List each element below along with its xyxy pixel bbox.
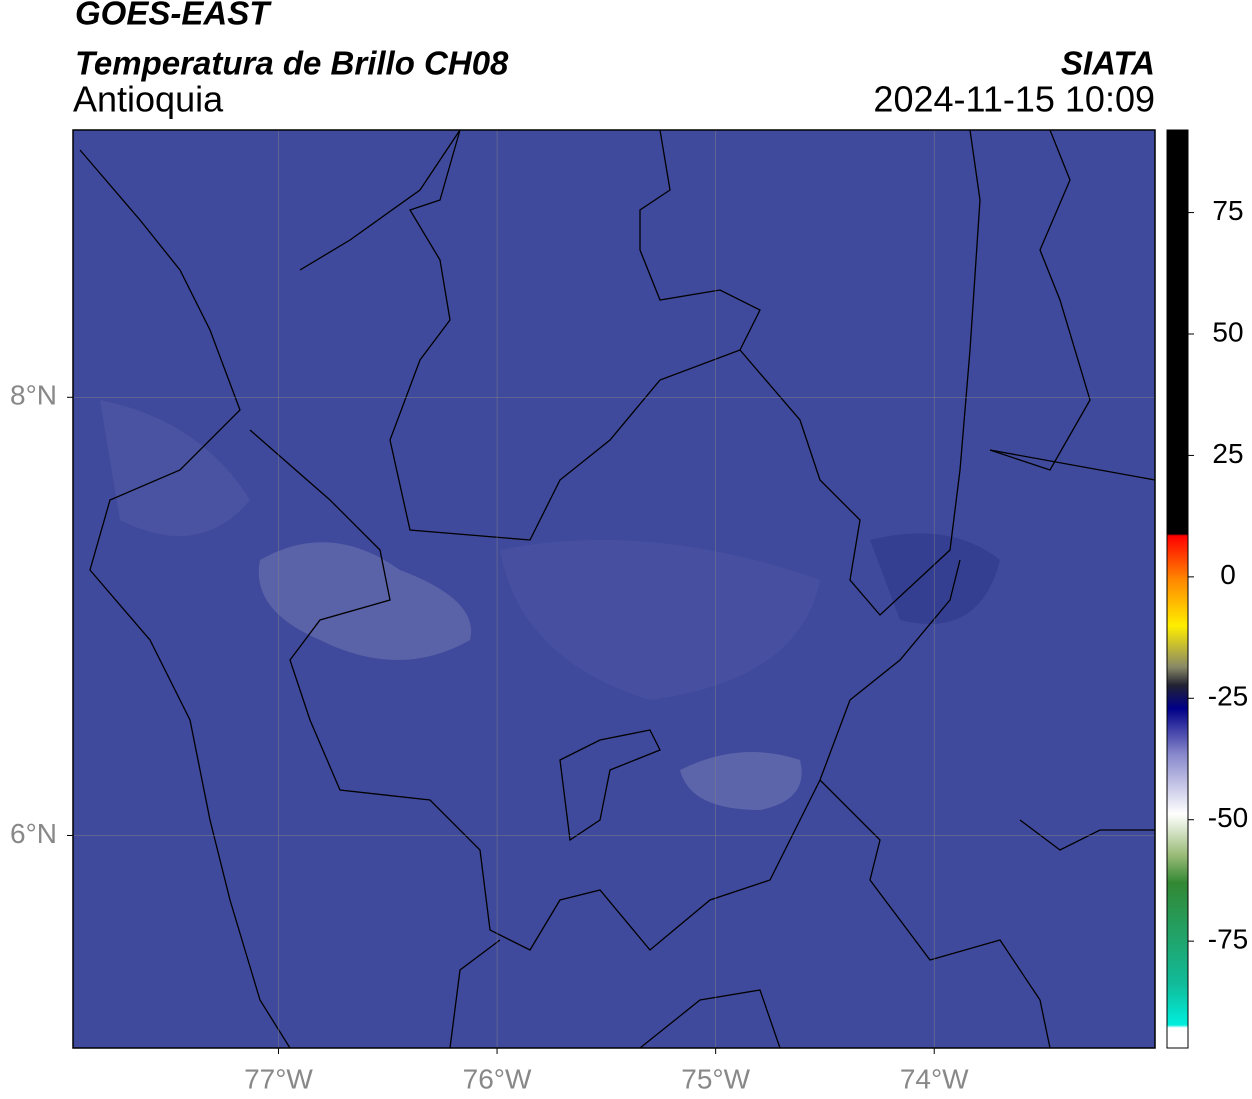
border bbox=[449, 939, 501, 1049]
cloud-patch bbox=[500, 540, 820, 700]
colorbar-tick-label: -75 bbox=[1208, 924, 1248, 955]
border bbox=[819, 779, 1051, 1049]
colorbar-tick-label: 75 bbox=[1212, 195, 1243, 226]
x-tick-label: 75°W bbox=[681, 1063, 750, 1094]
cloud-patch bbox=[870, 533, 1000, 624]
map-image bbox=[73, 129, 1156, 1049]
subtitle: Temperatura de Brillo CH08 bbox=[75, 45, 509, 82]
border bbox=[249, 429, 961, 951]
cloud-patch bbox=[100, 400, 250, 536]
colorbar-tick-label: -50 bbox=[1208, 802, 1248, 833]
coastline bbox=[299, 129, 461, 271]
grid bbox=[73, 130, 1155, 1048]
border bbox=[989, 449, 1156, 481]
y-tick-label: 6°N bbox=[10, 818, 57, 849]
border bbox=[389, 129, 761, 541]
y-tick-label: 8°N bbox=[10, 380, 57, 411]
timestamp: 2024-11-15 10:09 bbox=[873, 79, 1155, 120]
source: SIATA bbox=[1061, 45, 1155, 82]
map-frame bbox=[72, 129, 1156, 1049]
colorbar bbox=[1166, 129, 1189, 1049]
x-tick-label: 77°W bbox=[244, 1063, 313, 1094]
cloud-patch bbox=[680, 752, 802, 810]
title: GOES-EAST bbox=[75, 0, 272, 32]
colorbar-tick-label: 25 bbox=[1212, 438, 1243, 469]
border bbox=[559, 729, 661, 842]
x-tick-label: 76°W bbox=[463, 1063, 532, 1094]
border bbox=[739, 129, 981, 616]
region: Antioquia bbox=[73, 79, 224, 120]
x-tick-label: 74°W bbox=[900, 1063, 969, 1094]
colorbar-tick-label: 50 bbox=[1212, 316, 1243, 347]
border bbox=[1019, 819, 1155, 851]
colorbar-tick-label: 0 bbox=[1220, 559, 1236, 590]
coastline bbox=[79, 149, 291, 1049]
border bbox=[989, 129, 1091, 471]
border bbox=[639, 989, 781, 1049]
colorbar-tick-label: -25 bbox=[1208, 681, 1248, 712]
